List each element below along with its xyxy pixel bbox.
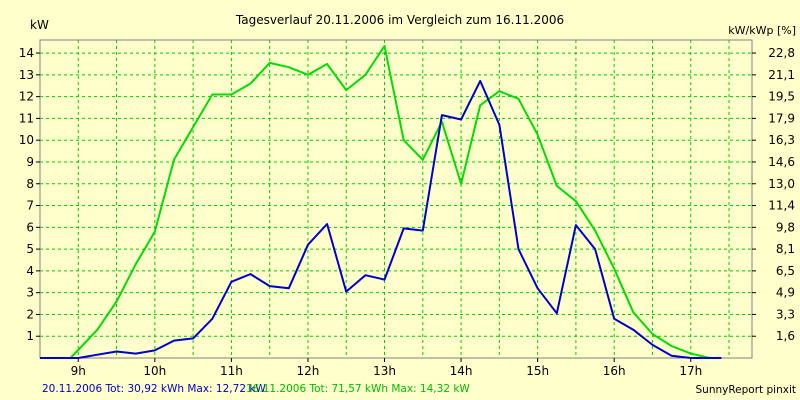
plot-frame (39, 39, 753, 359)
series-line-16-11-2006 (40, 45, 722, 359)
y-tick-label-right: 3,3 (776, 307, 795, 321)
y-tick-label-left: 4 (26, 264, 34, 278)
x-tick-label: 11h (220, 364, 243, 378)
x-tick-label: 13h (373, 364, 396, 378)
y-ticks-right: 1,6 3,3 4,9 6,5 8,1 9,8 11,4 13,0 14,6 16,3 17,9 19… (752, 46, 795, 343)
x-tick-label: 12h (297, 364, 320, 378)
y-tick-label-left: 5 (26, 242, 34, 256)
x-tick-label: 16h (603, 364, 626, 378)
y-tick-label-left: 8 (26, 177, 34, 191)
y-tick-label-left: 9 (26, 155, 34, 169)
y-tick-label-left: 6 (26, 220, 34, 234)
y-tick-label-right: 13,0 (768, 177, 795, 191)
y-tick-label-left: 10 (19, 133, 34, 147)
y-tick-label-left: 1 (26, 329, 34, 343)
y-tick-label-right: 14,6 (768, 155, 795, 169)
series-group (40, 45, 722, 359)
y-tick-label-right: 9,8 (776, 220, 795, 234)
y-tick-label-left: 13 (19, 68, 34, 82)
y-tick-label-right: 16,3 (768, 133, 795, 147)
y-tick-label-left: 14 (19, 46, 34, 60)
y-tick-label-right: 21,1 (768, 68, 795, 82)
y-tick-label-left: 11 (19, 111, 34, 125)
y-tick-label-right: 6,5 (776, 264, 795, 278)
x-tick-label: 17h (679, 364, 702, 378)
y-tick-label-right: 22,8 (768, 46, 795, 60)
y-tick-label-right: 11,4 (768, 199, 795, 213)
y-tick-label-left: 7 (26, 199, 34, 213)
y-tick-label-right: 19,5 (768, 90, 795, 104)
y-tick-label-right: 17,9 (768, 111, 795, 125)
y-tick-label-right: 1,6 (776, 329, 795, 343)
y-tick-label-left: 3 (26, 286, 34, 300)
x-tick-label: 10h (143, 364, 166, 378)
y-tick-label-left: 2 (26, 307, 34, 321)
x-tick-label: 9h (71, 364, 86, 378)
brand-label: SunnyReport pinxit (696, 384, 796, 396)
y-tick-label-right: 8,1 (776, 242, 795, 256)
x-tick-label: 15h (526, 364, 549, 378)
x-tick-label: 14h (450, 364, 473, 378)
legend-green: 16.11.2006 Tot: 71,57 kWh Max: 14,32 kW (246, 383, 470, 395)
grid (40, 40, 752, 358)
y-tick-label-left: 12 (19, 90, 34, 104)
y-axis-label-right: kW/kWp [%] (728, 24, 796, 37)
series-line-20-11-2006 (40, 79, 722, 359)
y-tick-label-right: 4,9 (776, 286, 795, 300)
x-ticks: 9h 10h 11h 12h 13h 14h 15h 16h 17h (71, 358, 702, 378)
y-axis-label-left: kW (30, 18, 49, 32)
chart-title: Tagesverlauf 20.11.2006 im Vergleich zum… (235, 13, 564, 27)
legend-blue: 20.11.2006 Tot: 30,92 kWh Max: 12,72 kW (42, 383, 266, 395)
